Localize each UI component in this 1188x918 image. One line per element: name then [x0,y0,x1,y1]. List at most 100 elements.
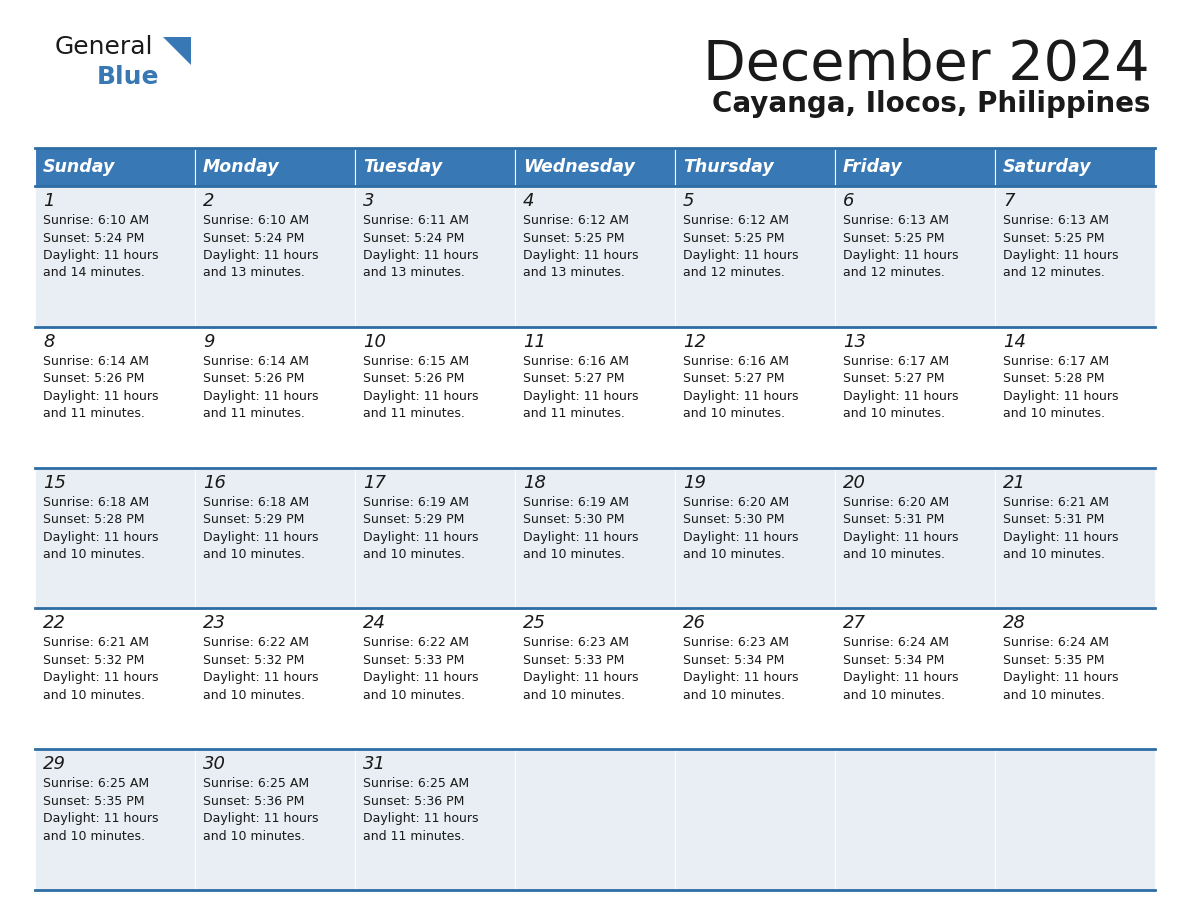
Text: Daylight: 11 hours: Daylight: 11 hours [683,249,798,262]
Text: Daylight: 11 hours: Daylight: 11 hours [43,671,158,685]
Text: Sunrise: 6:24 AM: Sunrise: 6:24 AM [1003,636,1110,649]
Bar [996,148,1155,186]
Text: Sunset: 5:32 PM: Sunset: 5:32 PM [203,654,304,666]
Text: Daylight: 11 hours: Daylight: 11 hours [203,531,318,543]
Bar [195,609,355,749]
Text: and 10 minutes.: and 10 minutes. [843,688,944,702]
Text: Daylight: 11 hours: Daylight: 11 hours [203,390,318,403]
Text: Sunrise: 6:23 AM: Sunrise: 6:23 AM [683,636,789,649]
Text: and 12 minutes.: and 12 minutes. [1003,266,1105,279]
Text: Daylight: 11 hours: Daylight: 11 hours [843,531,959,543]
Text: 2: 2 [203,192,215,210]
Text: 31: 31 [364,756,386,773]
Text: Sunset: 5:26 PM: Sunset: 5:26 PM [364,373,465,386]
Text: Daylight: 11 hours: Daylight: 11 hours [1003,249,1118,262]
Text: and 10 minutes.: and 10 minutes. [203,548,305,561]
Bar [195,148,355,186]
Text: Daylight: 11 hours: Daylight: 11 hours [43,812,158,825]
Text: Sunset: 5:27 PM: Sunset: 5:27 PM [683,373,784,386]
Text: Sunrise: 6:12 AM: Sunrise: 6:12 AM [683,214,789,227]
Text: Daylight: 11 hours: Daylight: 11 hours [364,390,479,403]
Text: Daylight: 11 hours: Daylight: 11 hours [364,531,479,543]
Text: 9: 9 [203,333,215,351]
Text: Sunset: 5:25 PM: Sunset: 5:25 PM [523,231,625,244]
Text: Sunset: 5:35 PM: Sunset: 5:35 PM [43,795,145,808]
Text: Daylight: 11 hours: Daylight: 11 hours [364,812,479,825]
Text: Sunrise: 6:16 AM: Sunrise: 6:16 AM [523,354,628,368]
Bar [195,749,355,890]
Text: Sunrise: 6:23 AM: Sunrise: 6:23 AM [523,636,628,649]
Bar [996,186,1155,327]
Text: Sunset: 5:36 PM: Sunset: 5:36 PM [364,795,465,808]
Text: Sunset: 5:26 PM: Sunset: 5:26 PM [203,373,304,386]
Text: 23: 23 [203,614,226,633]
Text: Daylight: 11 hours: Daylight: 11 hours [364,671,479,685]
Text: 25: 25 [523,614,546,633]
Text: Sunday: Sunday [43,158,115,176]
Text: Sunset: 5:24 PM: Sunset: 5:24 PM [203,231,304,244]
Bar [675,186,835,327]
Text: 3: 3 [364,192,374,210]
Text: Blue: Blue [97,65,159,89]
Text: and 11 minutes.: and 11 minutes. [523,408,625,420]
Bar [835,148,996,186]
Bar [34,327,195,467]
Bar [516,467,675,609]
Text: Sunset: 5:28 PM: Sunset: 5:28 PM [43,513,145,526]
Text: Sunset: 5:34 PM: Sunset: 5:34 PM [843,654,944,666]
Text: 6: 6 [843,192,854,210]
Text: and 14 minutes.: and 14 minutes. [43,266,145,279]
Text: 12: 12 [683,333,706,351]
Bar [34,148,195,186]
Text: Daylight: 11 hours: Daylight: 11 hours [43,390,158,403]
Bar [516,186,675,327]
Text: Sunset: 5:24 PM: Sunset: 5:24 PM [364,231,465,244]
Text: Sunrise: 6:22 AM: Sunrise: 6:22 AM [364,636,469,649]
Bar [675,749,835,890]
Text: 11: 11 [523,333,546,351]
Text: Daylight: 11 hours: Daylight: 11 hours [523,390,638,403]
Bar [996,327,1155,467]
Text: Daylight: 11 hours: Daylight: 11 hours [843,671,959,685]
Text: and 10 minutes.: and 10 minutes. [1003,688,1105,702]
Text: Sunrise: 6:21 AM: Sunrise: 6:21 AM [1003,496,1110,509]
Text: Sunset: 5:31 PM: Sunset: 5:31 PM [843,513,944,526]
Text: and 10 minutes.: and 10 minutes. [1003,408,1105,420]
Text: Daylight: 11 hours: Daylight: 11 hours [364,249,479,262]
Text: Sunset: 5:24 PM: Sunset: 5:24 PM [43,231,145,244]
Text: Sunrise: 6:12 AM: Sunrise: 6:12 AM [523,214,628,227]
Bar [195,467,355,609]
Bar [835,609,996,749]
Polygon shape [163,37,191,65]
Text: 7: 7 [1003,192,1015,210]
Text: Daylight: 11 hours: Daylight: 11 hours [1003,531,1118,543]
Text: Sunset: 5:25 PM: Sunset: 5:25 PM [843,231,944,244]
Text: Sunrise: 6:10 AM: Sunrise: 6:10 AM [43,214,150,227]
Text: Sunrise: 6:13 AM: Sunrise: 6:13 AM [1003,214,1110,227]
Text: 1: 1 [43,192,55,210]
Text: 27: 27 [843,614,866,633]
Text: Sunrise: 6:25 AM: Sunrise: 6:25 AM [203,778,309,790]
Text: 30: 30 [203,756,226,773]
Text: 16: 16 [203,474,226,492]
Text: and 10 minutes.: and 10 minutes. [364,688,465,702]
Text: 13: 13 [843,333,866,351]
Text: Sunrise: 6:11 AM: Sunrise: 6:11 AM [364,214,469,227]
Bar [34,186,195,327]
Bar [996,749,1155,890]
Text: Sunrise: 6:20 AM: Sunrise: 6:20 AM [683,496,789,509]
Bar [195,327,355,467]
Text: Sunset: 5:33 PM: Sunset: 5:33 PM [364,654,465,666]
Text: Sunrise: 6:18 AM: Sunrise: 6:18 AM [43,496,150,509]
Text: 19: 19 [683,474,706,492]
Text: and 11 minutes.: and 11 minutes. [43,408,145,420]
Text: 28: 28 [1003,614,1026,633]
Text: and 10 minutes.: and 10 minutes. [523,688,625,702]
Text: Daylight: 11 hours: Daylight: 11 hours [523,671,638,685]
Text: Sunset: 5:25 PM: Sunset: 5:25 PM [683,231,784,244]
Text: Tuesday: Tuesday [364,158,442,176]
Text: Sunset: 5:27 PM: Sunset: 5:27 PM [843,373,944,386]
Text: Sunrise: 6:20 AM: Sunrise: 6:20 AM [843,496,949,509]
Bar [675,148,835,186]
Bar [835,749,996,890]
